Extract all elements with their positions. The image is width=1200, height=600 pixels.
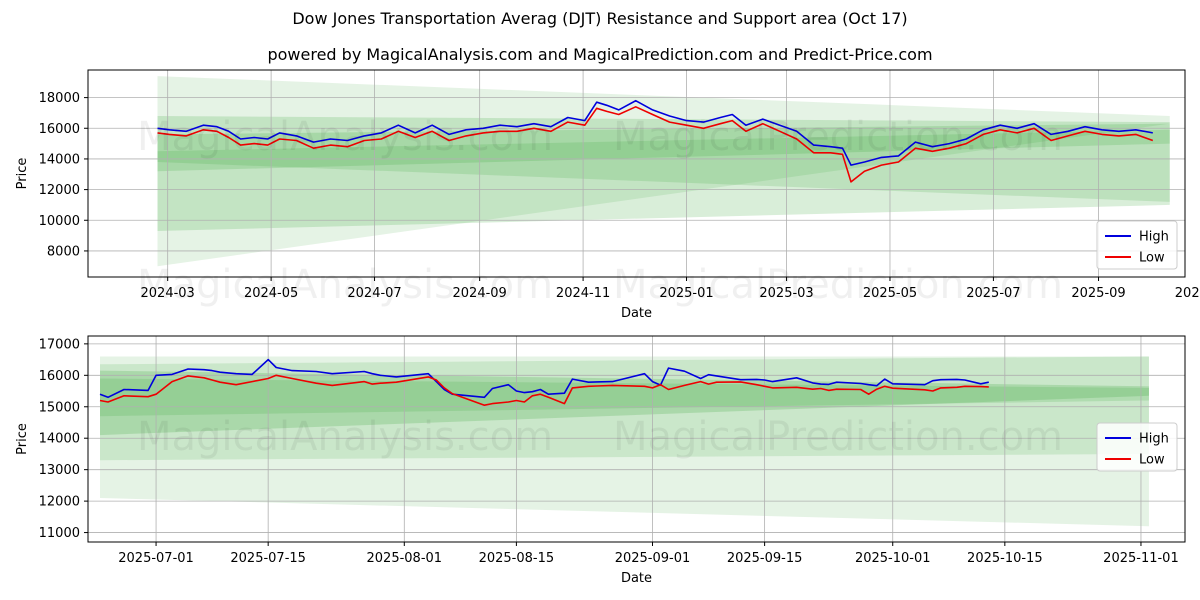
series-line-high <box>99 358 989 399</box>
legend-label-low: Low <box>1139 453 1165 468</box>
legend-label-high: High <box>1139 230 1169 245</box>
y-axis-label: Price <box>15 423 30 455</box>
watermark-text: MagicalPrediction.com <box>613 114 1063 160</box>
x-tick-label: 2025-10-01 <box>855 551 931 566</box>
support-resistance-band <box>100 356 1149 527</box>
y-tick-label: 16000 <box>39 122 80 137</box>
series-line-high <box>157 99 1153 166</box>
y-axis-label: Price <box>15 158 30 190</box>
watermark-text: MagicalPrediction.com <box>613 414 1063 460</box>
y-tick-label: 13000 <box>39 463 80 478</box>
x-tick-label: 2025-03 <box>759 286 813 301</box>
x-tick-label: 2025-07-15 <box>230 551 306 566</box>
x-tick-label: 2025-09 <box>1071 286 1125 301</box>
x-tick-label: 2024-05 <box>244 286 298 301</box>
legend-label-low: Low <box>1139 251 1165 266</box>
support-resistance-band <box>157 76 1170 267</box>
watermark-text: MagicalAnalysis.com <box>137 114 553 160</box>
plot-frame <box>87 69 1186 278</box>
y-tick-label: 12000 <box>39 495 80 510</box>
y-tick-label: 17000 <box>39 337 80 352</box>
y-tick-label: 11000 <box>39 526 80 541</box>
watermark-text: MagicalPrediction.com <box>613 262 1063 308</box>
y-tick-label: 16000 <box>39 369 80 384</box>
x-tick-label: 2025-10-15 <box>967 551 1043 566</box>
x-tick-label: 2025-09-15 <box>727 551 803 566</box>
y-tick-label: 15000 <box>39 400 80 415</box>
x-axis-label: Date <box>621 306 652 321</box>
series-line-low <box>99 374 989 407</box>
y-tick-label: 10000 <box>39 214 80 229</box>
plot-area-2 <box>88 336 1185 542</box>
x-axis-label: Date <box>621 571 652 586</box>
watermark-text: MagicalAnalysis.com <box>137 262 553 308</box>
x-tick-label: 2024-11 <box>556 286 610 301</box>
x-tick-label: 2025-01 <box>659 286 713 301</box>
y-tick-label: 14000 <box>39 152 80 167</box>
x-tick-label: 2024-09 <box>453 286 507 301</box>
y-tick-label: 8000 <box>47 244 80 259</box>
x-tick-label: 2025-07-01 <box>118 551 194 566</box>
x-tick-label: 2025-08-01 <box>367 551 443 566</box>
x-tick-label: 2025-08-15 <box>479 551 555 566</box>
support-resistance-band <box>157 116 1170 231</box>
y-tick-label: 14000 <box>39 432 80 447</box>
x-tick-label: 2025-11-01 <box>1103 551 1179 566</box>
plot-area-1 <box>88 70 1185 277</box>
x-tick-label: 2024-03 <box>141 286 195 301</box>
chart-title: Dow Jones Transportation Averag (DJT) Re… <box>292 9 908 28</box>
legend-box <box>1096 220 1178 270</box>
plot-frame <box>87 335 1186 543</box>
series-line-low <box>157 106 1154 183</box>
x-tick-label: 2025-09-01 <box>615 551 691 566</box>
watermark-text: MagicalAnalysis.com <box>137 414 553 460</box>
x-tick-label: 2025-07 <box>966 286 1020 301</box>
y-tick-label: 18000 <box>39 91 80 106</box>
legend-label-high: High <box>1139 432 1169 447</box>
chart-subtitle: powered by MagicalAnalysis.com and Magic… <box>267 45 933 64</box>
y-tick-label: 12000 <box>39 183 80 198</box>
legend-box <box>1096 422 1178 472</box>
x-tick-label: 2025-11 <box>1175 286 1200 301</box>
x-tick-label: 2024-07 <box>347 286 401 301</box>
x-tick-label: 2025-05 <box>863 286 917 301</box>
